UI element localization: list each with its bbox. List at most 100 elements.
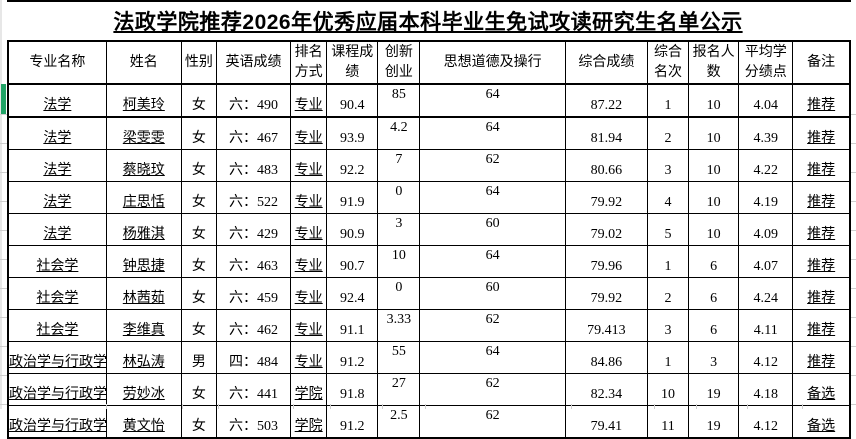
- cell-name[interactable]: 黄文怡: [105, 405, 182, 439]
- cell-major[interactable]: 法学: [7, 213, 107, 246]
- cell-ranking-method[interactable]: 专业: [290, 149, 328, 182]
- column-header-name[interactable]: 姓名: [105, 40, 182, 85]
- cell-moral-conduct[interactable]: 60: [419, 277, 566, 310]
- cell-moral-conduct[interactable]: 64: [419, 83, 566, 118]
- cell-gender[interactable]: 女: [180, 309, 217, 342]
- cell-ranking-method[interactable]: 专业: [290, 213, 328, 246]
- cell-innovation[interactable]: 0: [377, 181, 421, 214]
- cell-ranking-method[interactable]: 专业: [290, 341, 328, 374]
- column-header-gender[interactable]: 性别: [180, 40, 217, 85]
- cell-gpa[interactable]: 4.19: [738, 181, 794, 214]
- cell-moral-conduct[interactable]: 60: [419, 213, 566, 246]
- column-header-remark[interactable]: 备注: [792, 40, 851, 85]
- cell-moral-conduct[interactable]: 62: [419, 309, 566, 342]
- cell-major[interactable]: 社会学: [7, 245, 107, 278]
- cell-english-score[interactable]: 六：459: [215, 277, 292, 310]
- cell-ranking-method[interactable]: 专业: [290, 181, 328, 214]
- cell-applicant-count[interactable]: 10: [688, 83, 740, 118]
- cell-comprehensive-score[interactable]: 79.96: [564, 245, 648, 278]
- cell-ranking-method[interactable]: 专业: [290, 245, 328, 278]
- cell-applicant-count[interactable]: 19: [688, 405, 740, 439]
- cell-gpa[interactable]: 4.04: [738, 83, 794, 118]
- cell-comprehensive-score[interactable]: 84.86: [564, 341, 648, 374]
- cell-applicant-count[interactable]: 6: [688, 245, 740, 278]
- cell-course-score[interactable]: 92.2: [326, 149, 379, 182]
- cell-innovation[interactable]: 2.5: [377, 405, 421, 439]
- cell-name[interactable]: 蔡晓玟: [105, 149, 182, 182]
- cell-gender[interactable]: 女: [180, 213, 217, 246]
- cell-applicant-count[interactable]: 6: [688, 309, 740, 342]
- cell-course-score[interactable]: 91.1: [326, 309, 379, 342]
- cell-english-score[interactable]: 四：484: [215, 341, 292, 374]
- cell-remark[interactable]: 推荐: [792, 149, 851, 182]
- column-header-applicant-count[interactable]: 报名人数: [688, 40, 740, 85]
- cell-major[interactable]: 法学: [7, 181, 107, 214]
- cell-course-score[interactable]: 91.8: [326, 373, 379, 406]
- cell-comprehensive-score[interactable]: 79.92: [564, 181, 648, 214]
- cell-applicant-count[interactable]: 6: [688, 277, 740, 310]
- cell-moral-conduct[interactable]: 62: [419, 149, 566, 182]
- cell-remark[interactable]: 推荐: [792, 309, 851, 342]
- cell-english-score[interactable]: 六：429: [215, 213, 292, 246]
- cell-innovation[interactable]: 0: [377, 277, 421, 310]
- cell-comprehensive-rank[interactable]: 10: [646, 373, 690, 406]
- cell-applicant-count[interactable]: 3: [688, 341, 740, 374]
- cell-innovation[interactable]: 7: [377, 149, 421, 182]
- cell-course-score[interactable]: 91.2: [326, 341, 379, 374]
- cell-comprehensive-rank[interactable]: 4: [646, 181, 690, 214]
- cell-innovation[interactable]: 3.33: [377, 309, 421, 342]
- cell-moral-conduct[interactable]: 64: [419, 245, 566, 278]
- cell-gpa[interactable]: 4.11: [738, 309, 794, 342]
- cell-major[interactable]: 社会学: [7, 309, 107, 342]
- cell-gender[interactable]: 女: [180, 277, 217, 310]
- cell-name[interactable]: 钟思捷: [105, 245, 182, 278]
- cell-major[interactable]: 政治学与行政学: [7, 341, 107, 374]
- cell-gender[interactable]: 女: [180, 149, 217, 182]
- cell-comprehensive-score[interactable]: 79.92: [564, 277, 648, 310]
- cell-comprehensive-rank[interactable]: 1: [646, 245, 690, 278]
- cell-ranking-method[interactable]: 专业: [290, 277, 328, 310]
- cell-applicant-count[interactable]: 10: [688, 116, 740, 150]
- cell-innovation[interactable]: 55: [377, 341, 421, 374]
- cell-course-score[interactable]: 91.2: [326, 405, 379, 439]
- cell-comprehensive-score[interactable]: 79.41: [564, 405, 648, 439]
- cell-gpa[interactable]: 4.12: [738, 405, 794, 439]
- cell-english-score[interactable]: 六：467: [215, 116, 292, 150]
- cell-english-score[interactable]: 六：483: [215, 149, 292, 182]
- cell-comprehensive-rank[interactable]: 5: [646, 213, 690, 246]
- cell-gender[interactable]: 女: [180, 83, 217, 118]
- cell-ranking-method[interactable]: 学院: [290, 405, 328, 439]
- cell-remark[interactable]: 推荐: [792, 116, 851, 150]
- cell-major[interactable]: 政治学与行政学: [7, 405, 107, 439]
- column-header-course-score[interactable]: 课程成绩: [326, 40, 379, 85]
- cell-gpa[interactable]: 4.12: [738, 341, 794, 374]
- cell-english-score[interactable]: 六：441: [215, 373, 292, 406]
- cell-applicant-count[interactable]: 10: [688, 213, 740, 246]
- column-header-comprehensive-score[interactable]: 综合成绩: [564, 40, 648, 85]
- cell-gender[interactable]: 女: [180, 245, 217, 278]
- cell-course-score[interactable]: 91.9: [326, 181, 379, 214]
- column-header-ranking-method[interactable]: 排名方式: [290, 40, 328, 85]
- cell-gpa[interactable]: 4.24: [738, 277, 794, 310]
- cell-course-score[interactable]: 90.9: [326, 213, 379, 246]
- cell-comprehensive-rank[interactable]: 11: [646, 405, 690, 439]
- cell-english-score[interactable]: 六：462: [215, 309, 292, 342]
- cell-ranking-method[interactable]: 专业: [290, 309, 328, 342]
- cell-innovation[interactable]: 85: [377, 83, 421, 118]
- cell-english-score[interactable]: 六：463: [215, 245, 292, 278]
- cell-english-score[interactable]: 六：522: [215, 181, 292, 214]
- cell-name[interactable]: 梁雯雯: [105, 116, 182, 150]
- cell-applicant-count[interactable]: 10: [688, 149, 740, 182]
- column-header-english-score[interactable]: 英语成绩: [215, 40, 292, 85]
- cell-comprehensive-rank[interactable]: 1: [646, 341, 690, 374]
- cell-major[interactable]: 法学: [7, 149, 107, 182]
- cell-remark[interactable]: 推荐: [792, 245, 851, 278]
- cell-innovation[interactable]: 27: [377, 373, 421, 406]
- cell-comprehensive-rank[interactable]: 2: [646, 116, 690, 150]
- cell-comprehensive-rank[interactable]: 3: [646, 149, 690, 182]
- cell-remark[interactable]: 推荐: [792, 277, 851, 310]
- cell-english-score[interactable]: 六：490: [215, 83, 292, 118]
- cell-moral-conduct[interactable]: 62: [419, 405, 566, 439]
- cell-moral-conduct[interactable]: 64: [419, 341, 566, 374]
- cell-gender[interactable]: 女: [180, 181, 217, 214]
